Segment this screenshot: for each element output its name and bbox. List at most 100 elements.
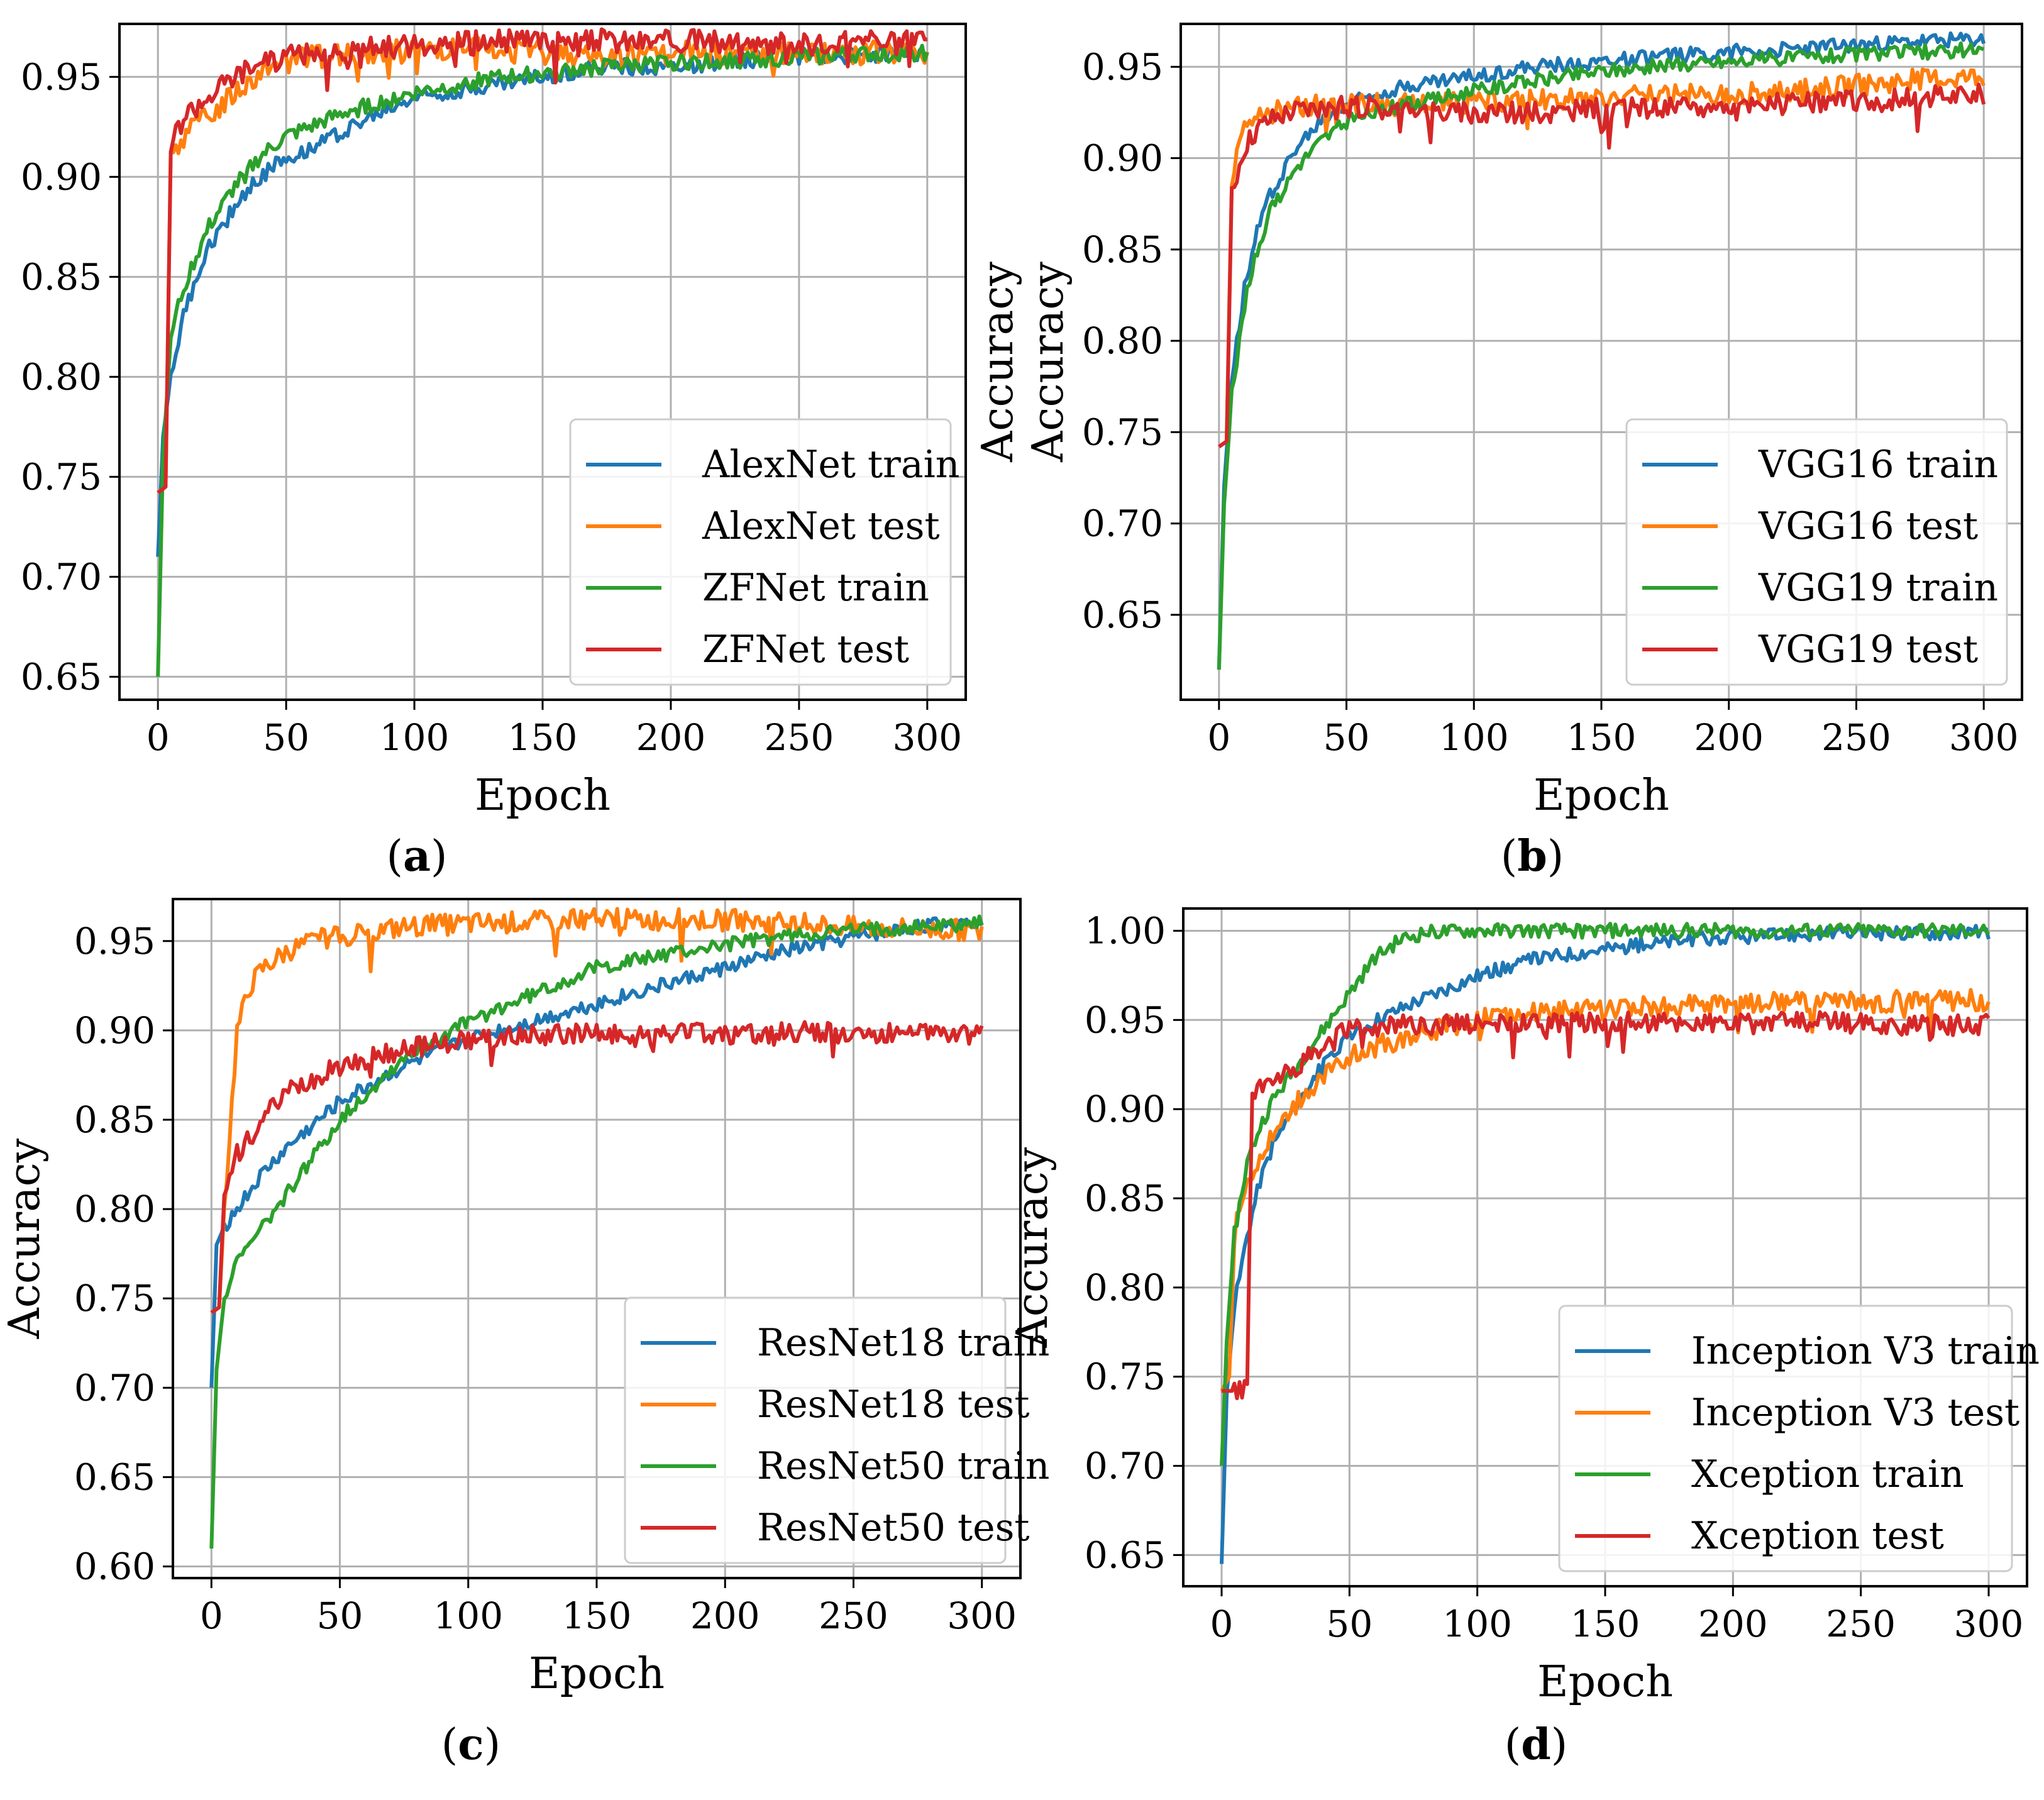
x-tick-label: 250: [765, 716, 834, 759]
y-tick-label: 0.75: [21, 455, 102, 498]
y-tick-label: 0.80: [1082, 319, 1163, 362]
y-tick-label: 0.95: [1082, 45, 1163, 88]
y-tick-label: 0.70: [1082, 502, 1163, 545]
y-tick-label: 0.85: [74, 1098, 155, 1141]
series-line: [1220, 922, 1991, 1466]
y-tick-label: 0.60: [74, 1545, 155, 1588]
x-tick-label: 50: [1323, 716, 1370, 759]
y-tick-label: 0.80: [21, 355, 102, 398]
panel-c: 0 50 100 150 200 250 300 0.60 0.65 0.70 0.75 0.80 0.…: [0, 898, 1049, 1770]
panel-caption: (b): [1501, 831, 1564, 881]
panel-caption: (a): [386, 831, 447, 881]
x-tick-label: 300: [1954, 1603, 2024, 1645]
x-tick-label: 150: [508, 716, 578, 759]
legend-box: [569, 418, 952, 686]
y-tick-label: 0.65: [21, 655, 102, 698]
y-tick-label: 1.00: [1085, 909, 1166, 952]
legend-box: [624, 1296, 1007, 1564]
y-tick-label: 0.65: [1085, 1533, 1166, 1576]
y-tick-label: 0.95: [74, 920, 155, 963]
y-tick-label: 0.90: [1085, 1088, 1166, 1130]
y-tick-label: 0.65: [74, 1455, 155, 1498]
y-tick-label: 0.75: [1082, 411, 1163, 453]
legend-label: Xception train: [1691, 1452, 1964, 1496]
x-tick-label: 100: [380, 716, 450, 759]
x-axis-title: Epoch: [1537, 1657, 1673, 1707]
panel-b: 0 50 100 150 200 250 300 0.65 0.70 0.75 0.80 0.85 0.…: [973, 23, 2023, 881]
y-tick-label: 0.85: [1085, 1177, 1166, 1220]
y-tick-label: 0.85: [21, 255, 102, 298]
caption-letter: c: [458, 1720, 483, 1770]
series-line: [209, 914, 984, 1549]
series-line: [157, 27, 928, 495]
y-tick-label: 0.70: [74, 1366, 155, 1409]
x-tick-label: 250: [1826, 1603, 1896, 1645]
caption-paren: (: [441, 1720, 458, 1770]
y-tick-label: 0.75: [1085, 1356, 1166, 1398]
x-tick-label: 200: [1698, 1603, 1768, 1645]
legend-label: Inception V3 test: [1691, 1391, 2019, 1435]
y-tick-label: 0.85: [1082, 228, 1163, 271]
panel-a: 0 50 100 150 200 250 300 0.65 0.70 0.75 0.80 0.85 0.…: [21, 23, 967, 881]
caption-letter: a: [403, 831, 431, 881]
legend-label: ResNet50 train: [757, 1444, 1049, 1488]
series-line: [1218, 67, 1986, 449]
caption-letter: b: [1517, 831, 1547, 881]
y-tick-label: 0.95: [21, 55, 102, 98]
y-tick-label: 0.70: [21, 555, 102, 598]
caption-paren: ): [1547, 832, 1564, 881]
x-tick-label: 250: [1821, 716, 1891, 759]
y-tick-label: 0.95: [1085, 998, 1166, 1041]
caption-paren: (: [1501, 832, 1518, 881]
legend-label: VGG19 train: [1758, 566, 1998, 610]
series-line: [209, 916, 983, 1388]
x-tick-label: 50: [263, 716, 309, 759]
panel-caption: (c): [441, 1720, 500, 1770]
series-line: [1217, 31, 1986, 670]
legend-label: ResNet18 test: [757, 1383, 1030, 1427]
x-tick-label: 100: [1439, 716, 1509, 759]
x-tick-label: 300: [892, 716, 962, 759]
y-axis-title: Accuracy: [1008, 1147, 1058, 1348]
x-tick-label: 250: [819, 1594, 888, 1637]
caption-paren: (: [386, 832, 403, 881]
legend-box: [1625, 418, 2008, 686]
caption-paren: ): [431, 832, 448, 881]
x-tick-label: 150: [562, 1594, 632, 1637]
y-tick-label: 0.80: [74, 1188, 155, 1230]
x-axis-title: Epoch: [1533, 771, 1669, 820]
series-line: [1220, 988, 1991, 1392]
x-tick-label: 300: [1949, 716, 2019, 759]
legend-label: ResNet18 train: [757, 1321, 1049, 1365]
x-tick-label: 0: [146, 716, 170, 759]
x-tick-label: 200: [1694, 716, 1764, 759]
series-line: [156, 44, 928, 557]
x-tick-label: 100: [433, 1594, 503, 1637]
x-tick-label: 50: [1326, 1603, 1373, 1645]
series-line: [210, 907, 984, 1315]
x-tick-label: 0: [1210, 1603, 1234, 1645]
y-tick-label: 0.75: [74, 1277, 155, 1320]
y-axis-title: Accuracy: [1024, 262, 1073, 463]
legend-label: VGG16 test: [1758, 504, 1978, 548]
y-tick-label: 0.90: [21, 155, 102, 198]
legend-label: ResNet50 test: [757, 1506, 1030, 1550]
legend-label: ZFNet train: [702, 566, 929, 610]
y-tick-label: 0.90: [74, 1009, 155, 1052]
caption-paren: ): [1551, 1720, 1568, 1770]
legend-label: ZFNet test: [702, 627, 909, 671]
x-axis-title: Epoch: [475, 771, 610, 820]
x-tick-label: 200: [636, 716, 706, 759]
y-tick-label: 0.80: [1085, 1266, 1166, 1309]
x-tick-label: 150: [1567, 716, 1637, 759]
caption-paren: (: [1505, 1720, 1522, 1770]
x-tick-label: 300: [947, 1594, 1017, 1637]
x-tick-label: 50: [317, 1594, 363, 1637]
legend-label: AlexNet test: [702, 504, 940, 548]
legend-label: Xception test: [1691, 1514, 1944, 1558]
legend-label: AlexNet train: [702, 443, 959, 487]
panel-d: 0 50 100 150 200 250 300 0.65 0.70 0.75 0.80 0.85 0.…: [1008, 907, 2040, 1770]
y-axis-title: Accuracy: [0, 1138, 50, 1339]
series-line: [1217, 41, 1985, 670]
